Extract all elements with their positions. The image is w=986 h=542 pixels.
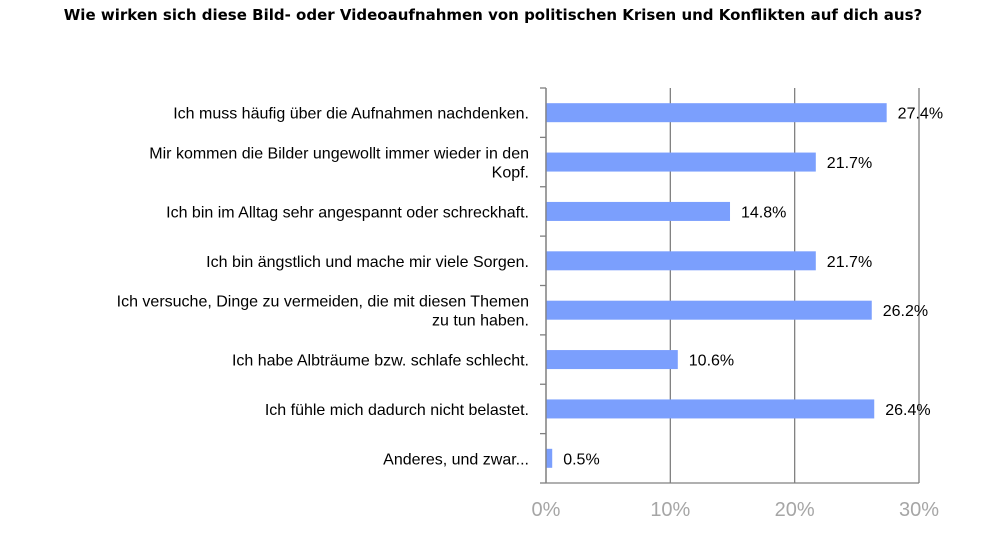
category-label: Ich fühle mich dadurch nicht belastet. (265, 402, 529, 419)
x-tick-label: 20% (775, 499, 815, 521)
data-label: 21.7% (827, 155, 872, 172)
category-label: Kopf. (492, 165, 529, 182)
x-tick-label: 10% (650, 499, 690, 521)
bar (546, 251, 816, 271)
category-label: Ich bin im Alltag sehr angespannt oder s… (166, 204, 529, 221)
bar (546, 300, 872, 320)
bar (546, 350, 678, 370)
data-label: 0.5% (563, 451, 599, 468)
data-label: 14.8% (741, 204, 786, 221)
category-label: Ich habe Albträume bzw. schlafe schlecht… (232, 353, 529, 370)
bar (546, 201, 731, 221)
bar (546, 152, 816, 172)
data-label: 21.7% (827, 254, 872, 271)
chart-title: Wie wirken sich diese Bild- oder Videoau… (63, 6, 923, 24)
category-label: Ich versuche, Dinge zu vermeiden, die mi… (117, 294, 529, 311)
x-tick-label: 0% (532, 499, 561, 521)
data-label: 10.6% (689, 353, 734, 370)
data-label: 27.4% (898, 106, 943, 123)
bar (546, 399, 875, 419)
category-label: Ich muss häufig über die Aufnahmen nachd… (173, 106, 529, 123)
category-label: Ich bin ängstlich und mache mir viele So… (206, 254, 529, 271)
bar (546, 448, 553, 468)
category-label: zu tun haben. (432, 313, 529, 330)
data-label: 26.2% (883, 303, 928, 320)
category-label: Anderes, und zwar... (383, 451, 529, 468)
data-label: 26.4% (885, 402, 930, 419)
bar (546, 103, 887, 123)
category-label: Mir kommen die Bilder ungewollt immer wi… (149, 146, 529, 163)
x-tick-label: 30% (899, 499, 939, 521)
